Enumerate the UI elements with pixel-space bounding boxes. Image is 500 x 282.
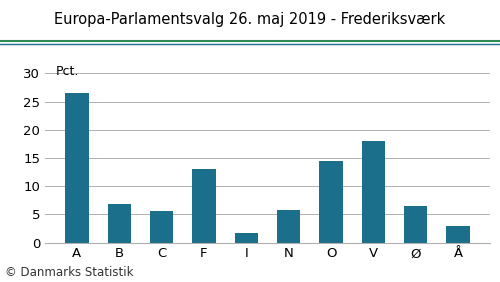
Text: Pct.: Pct.	[56, 65, 79, 78]
Bar	[65, 93, 88, 243]
Text: © Danmarks Statistik: © Danmarks Statistik	[5, 266, 134, 279]
Bar	[362, 141, 385, 243]
Bar	[277, 210, 300, 243]
Bar	[320, 161, 342, 243]
Bar	[192, 169, 216, 243]
Bar	[446, 226, 470, 243]
Bar	[108, 204, 131, 243]
Text: Europa-Parlamentsvalg 26. maj 2019 - Frederiksværk: Europa-Parlamentsvalg 26. maj 2019 - Fre…	[54, 12, 446, 27]
Bar	[150, 212, 173, 243]
Bar	[234, 233, 258, 243]
Bar	[404, 206, 427, 243]
